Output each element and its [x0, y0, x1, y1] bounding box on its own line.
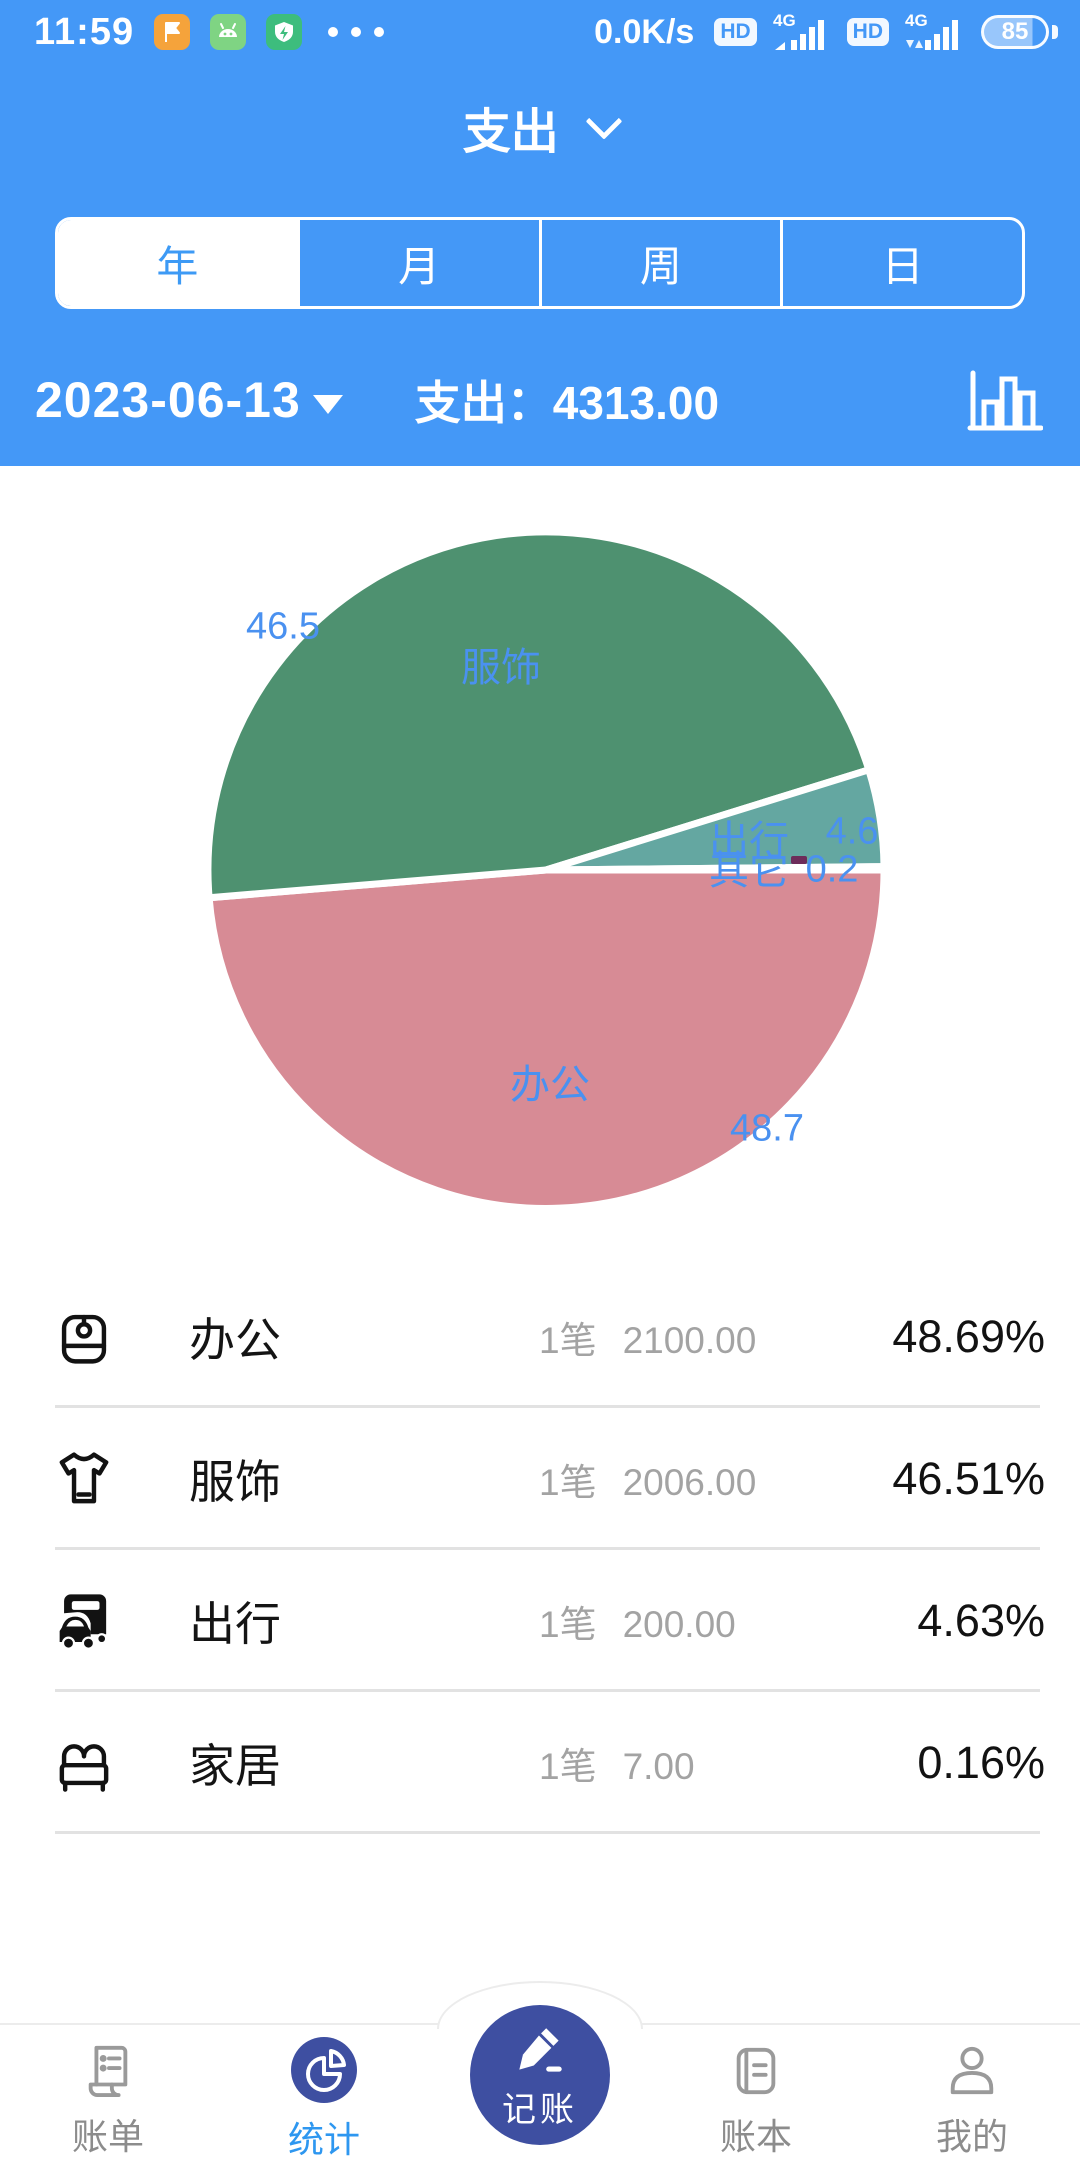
svg-text:4G: 4G [773, 11, 796, 30]
pie-label-clothing: 服饰 [461, 646, 541, 690]
caret-down-icon[interactable] [312, 394, 343, 414]
network-speed: 0.0K/s [594, 12, 695, 51]
pie-slice-其它[interactable] [542, 863, 888, 874]
notification-dots-icon [328, 27, 385, 37]
nav-item-ledger[interactable]: 账本 [648, 2025, 864, 2160]
pie-value-travel: 4.6 [825, 810, 879, 853]
page-title-dropdown[interactable]: 支出 [0, 92, 1080, 162]
pie-value-clothing: 46.5 [246, 605, 320, 648]
nav-label: 账本 [719, 2116, 792, 2157]
tshirt-icon [55, 1448, 113, 1510]
tab-week[interactable]: 周 [542, 220, 784, 306]
status-bar: 11:59 0.0K/s HD 4G HD 4G 85 [0, 0, 1080, 64]
signal-bars-icon-2: 4G [905, 11, 958, 50]
entry-amount: 2006.00 [622, 1462, 757, 1503]
period-tab-bar: 年 月 周 日 [55, 217, 1025, 309]
office-bag-icon [55, 1306, 113, 1368]
flag-app-icon [154, 14, 191, 50]
entry-count: 1笔 [539, 1320, 597, 1361]
date-selector[interactable]: 2023-06-13 [35, 372, 301, 428]
bar-chart-icon [967, 370, 1043, 431]
list-item-travel[interactable]: 出行 1笔 200.00 4.63% [0, 1550, 1080, 1692]
pie-slice-服饰[interactable] [204, 528, 873, 902]
entry-count: 1笔 [539, 1746, 597, 1787]
add-record-label: 记账 [502, 2090, 578, 2129]
category-list: 办公 1笔 2100.00 48.69% 服饰 1笔 2006.00 46.51… [0, 1266, 1080, 1834]
chevron-down-icon [585, 102, 623, 140]
entry-amount: 7.00 [622, 1746, 695, 1787]
expense-total: 支出：4313.00 [414, 377, 720, 429]
category-percent: 48.69% [892, 1311, 1045, 1362]
category-percent: 4.63% [917, 1595, 1045, 1646]
tab-year[interactable]: 年 [58, 220, 300, 306]
hd-badge-1: HD [714, 18, 757, 46]
battery-level: 85 [1001, 18, 1029, 45]
category-percent: 0.16% [917, 1737, 1045, 1788]
pie-label-other: 其它 [709, 849, 789, 893]
tab-day[interactable]: 日 [881, 242, 924, 290]
category-name: 家居 [189, 1740, 281, 1792]
pencil-icon [519, 2027, 562, 2072]
bus-icon [55, 1590, 113, 1652]
person-icon [942, 2041, 1002, 2100]
category-name: 出行 [189, 1598, 281, 1650]
pie-slice-办公[interactable] [205, 866, 888, 1212]
list-item-home[interactable]: 家居 1笔 7.00 0.16% [0, 1692, 1080, 1834]
add-record-button[interactable]: 记账 [470, 2005, 610, 2145]
nav-label: 我的 [935, 2116, 1008, 2157]
page-title[interactable]: 支出 [462, 106, 559, 159]
nav-label: 账单 [71, 2116, 144, 2157]
nav-item-bills[interactable]: 账单 [0, 2025, 216, 2160]
date-summary-row: 2023-06-13 支出：4313.00 [35, 348, 1045, 452]
nav-item-mine[interactable]: 我的 [864, 2025, 1080, 2160]
shield-app-icon [266, 14, 303, 50]
signal-bars-icon-1: 4G [773, 11, 824, 50]
bar-chart-toggle-button[interactable] [965, 364, 1045, 436]
clock-time: 11:59 [34, 10, 135, 53]
category-name: 服饰 [189, 1456, 281, 1508]
entry-count: 1笔 [539, 1604, 597, 1645]
svg-text:4G: 4G [905, 11, 928, 30]
entry-amount: 200.00 [622, 1604, 736, 1645]
pie-value-office: 48.7 [730, 1107, 804, 1150]
category-name: 办公 [189, 1314, 281, 1366]
expense-pie-chart[interactable] [0, 466, 1080, 1246]
pie-other-marker [791, 856, 807, 864]
category-percent: 46.51% [892, 1453, 1045, 1504]
bed-icon [55, 1732, 113, 1794]
list-item-office[interactable]: 办公 1笔 2100.00 48.69% [0, 1266, 1080, 1408]
nav-label: 统计 [287, 2119, 360, 2160]
entry-count: 1笔 [539, 1462, 597, 1503]
nav-item-statistics[interactable]: 统计 [216, 2025, 432, 2160]
battery-icon: 85 [981, 15, 1058, 49]
entry-amount: 2100.00 [622, 1320, 757, 1361]
ledger-book-icon [726, 2041, 786, 2100]
hd-badge-2: HD [846, 18, 889, 46]
pie-label-travel: 出行 [709, 819, 789, 863]
pie-chart-icon [291, 2037, 357, 2103]
pie-label-office: 办公 [510, 1063, 590, 1107]
bill-receipt-icon [78, 2041, 138, 2100]
tab-month[interactable]: 月 [300, 220, 542, 306]
pie-value-other: 0.2 [805, 848, 859, 891]
android-app-icon [210, 14, 247, 50]
list-item-clothing[interactable]: 服饰 1笔 2006.00 46.51% [0, 1408, 1080, 1550]
